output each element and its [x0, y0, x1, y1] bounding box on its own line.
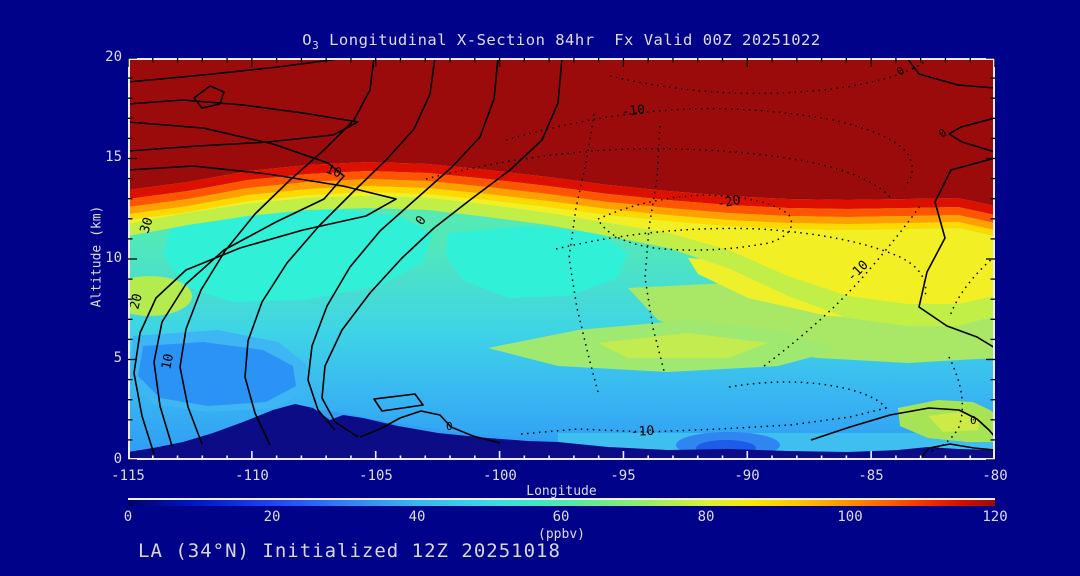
colorbar-tick-label: 80 — [697, 509, 715, 525]
plot-title: O3 Longitudinal X-Section 84hr Fx Valid … — [128, 31, 995, 52]
x-tick-label: -90 — [734, 468, 760, 484]
cyan-pocket-center — [446, 226, 628, 298]
right-axis-ticks — [986, 58, 995, 460]
east-lowlevel-green-patch — [898, 400, 995, 442]
y-tick-label: 20 — [105, 49, 122, 65]
contour-label: -10 — [630, 424, 654, 440]
x-tick-label: -85 — [858, 468, 884, 484]
tropopause-transition-bands — [128, 58, 995, 326]
colorbar-tick-label: 100 — [837, 509, 863, 525]
colorbar-tick-label: 60 — [552, 509, 570, 525]
colorbar-tick-label: 20 — [263, 509, 281, 525]
x-axis-label: Longitude — [526, 484, 597, 499]
colorbar-units-label: (ppbv) — [538, 527, 585, 542]
colorbar-tick-label: 120 — [982, 509, 1008, 525]
ozone-cross-section-svg: 30 20 10 10 0 0 -10 -20 -10 -10 0 0 0 — [128, 58, 995, 460]
top-axis-ticks — [128, 58, 995, 67]
x-tick-label: -80 — [982, 468, 1008, 484]
y-tick-label: 15 — [105, 149, 122, 165]
terrain-silhouette — [128, 404, 995, 460]
contour-label: 20 — [128, 292, 146, 311]
plot-area: 30 20 10 10 0 0 -10 -20 -10 -10 0 0 0 — [128, 58, 995, 460]
colorbar-top-edge — [128, 498, 995, 500]
y-tick-label: 5 — [113, 350, 122, 366]
contour-label: 10 — [159, 352, 177, 370]
contour-label: -10 — [621, 103, 646, 120]
contour-label: -20 — [716, 193, 742, 212]
x-tick-label: -110 — [235, 468, 269, 484]
x-tick-label: -100 — [483, 468, 517, 484]
title-species: O — [302, 31, 313, 49]
x-tick-label: -115 — [111, 468, 145, 484]
stratosphere-fill — [128, 58, 995, 206]
cyan-pocket-west — [163, 208, 433, 302]
y-axis-ticks — [128, 58, 137, 460]
y-tick-label: 10 — [105, 250, 122, 266]
footer-run-info: LA (34°N) Initialized 12Z 20251018 — [138, 540, 561, 562]
mid-level-yellowgreen-tongue — [488, 320, 838, 372]
contour-label: 30 — [138, 216, 157, 236]
title-text: Longitudinal X-Section 84hr Fx Valid 00Z… — [319, 31, 821, 49]
x-axis-ticks — [128, 451, 995, 460]
title-species-subscript: 3 — [312, 39, 320, 53]
colorbar-gradient — [128, 500, 995, 506]
solid-contours — [128, 58, 995, 460]
west-lowlevel-yellowgreen-patch — [128, 276, 192, 316]
dotted-contours — [425, 58, 995, 453]
x-tick-label: -105 — [359, 468, 393, 484]
contour-label: 10 — [324, 162, 344, 182]
y-tick-label: 0 — [113, 451, 122, 467]
x-tick-label: -95 — [610, 468, 636, 484]
contour-label: 0 — [970, 414, 977, 427]
colorbar-tick-label: 0 — [123, 509, 133, 525]
colorbar-tick-label: 40 — [408, 509, 426, 525]
contour-label: 0 — [446, 420, 453, 433]
